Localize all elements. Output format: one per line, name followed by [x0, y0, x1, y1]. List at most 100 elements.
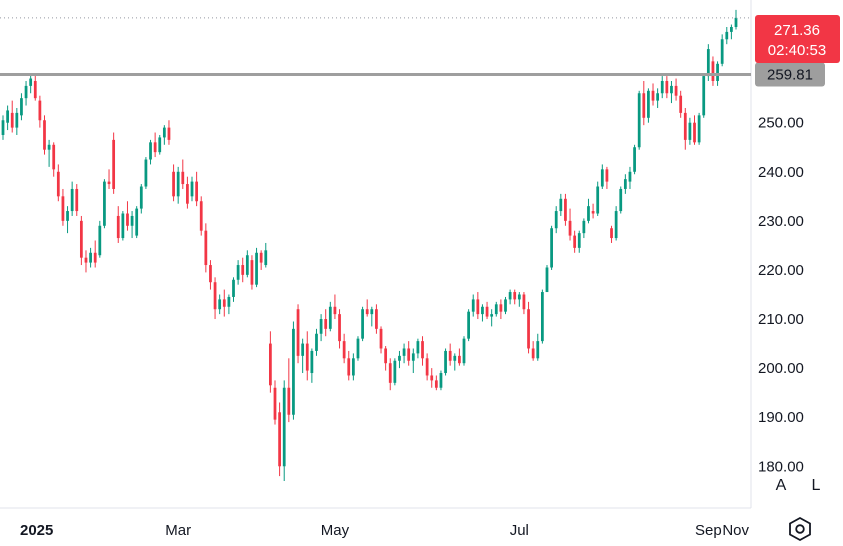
candle: [47, 139, 51, 167]
candle: [351, 353, 355, 381]
candle: [61, 188, 65, 226]
candle: [139, 184, 143, 214]
candle-body: [186, 184, 189, 204]
candle: [554, 206, 558, 234]
candle-body: [93, 252, 97, 263]
candle: [241, 257, 245, 283]
candle-body: [573, 235, 577, 248]
candle-body: [582, 220, 586, 234]
candle: [181, 159, 185, 189]
candle-body: [315, 333, 318, 351]
candle: [513, 289, 517, 305]
last-price-value: 271.36: [774, 22, 820, 39]
candle: [255, 247, 258, 288]
candle-body: [379, 328, 383, 349]
candle: [485, 301, 489, 320]
candle-body: [259, 252, 263, 263]
candle: [361, 306, 364, 342]
candle-body: [683, 112, 687, 140]
candle-body: [287, 387, 291, 415]
candle: [623, 174, 627, 194]
candle-body: [61, 196, 65, 221]
candle: [15, 107, 19, 135]
y-tick-label: 230.00: [758, 213, 804, 230]
candle: [190, 176, 194, 202]
candle: [66, 206, 69, 234]
log-scale-button[interactable]: L: [802, 472, 830, 500]
candle-body: [531, 348, 535, 359]
candle-body: [333, 306, 337, 315]
candle: [328, 301, 332, 332]
candle: [462, 336, 466, 366]
candle: [43, 115, 46, 155]
candle: [227, 294, 231, 315]
x-tick-label: May: [321, 522, 350, 539]
candle-body: [47, 144, 51, 150]
candle-body: [1, 120, 5, 135]
candle-body: [508, 292, 512, 300]
candle: [135, 206, 139, 239]
candle: [287, 358, 291, 423]
candle-body: [453, 355, 457, 361]
candle: [20, 93, 23, 121]
y-tick-label: 250.00: [758, 115, 804, 132]
candle: [670, 80, 673, 104]
candle: [688, 117, 692, 145]
y-tick-label: 190.00: [758, 409, 804, 426]
candle: [356, 336, 360, 361]
candle: [614, 206, 618, 241]
candle-body: [75, 188, 79, 212]
candle: [33, 73, 37, 101]
candle: [149, 139, 152, 165]
candle-body: [536, 341, 540, 359]
candle: [103, 179, 106, 229]
candle-body: [637, 93, 641, 148]
candle: [564, 193, 567, 226]
candle-body: [84, 257, 88, 263]
candle-body: [490, 314, 494, 317]
time-axis[interactable]: 2025 Mar May Jul Sep Nov: [20, 522, 749, 539]
candle-body: [149, 142, 152, 160]
candle: [730, 24, 733, 40]
candle-body: [522, 294, 526, 310]
candle: [434, 375, 438, 391]
candle-body: [384, 348, 388, 364]
candle: [245, 250, 249, 278]
candle: [550, 225, 553, 270]
auto-scale-button[interactable]: A: [767, 472, 795, 500]
candles-layer: [1, 9, 738, 482]
settings-gear-icon[interactable]: [785, 515, 815, 543]
candle-body: [448, 350, 452, 361]
candle: [619, 186, 623, 214]
candle: [338, 309, 341, 349]
candle-body: [670, 85, 673, 94]
candle: [453, 353, 457, 371]
candle: [176, 166, 180, 204]
candle-body: [734, 17, 738, 27]
candle: [319, 314, 323, 342]
candle-body: [112, 139, 116, 189]
candle-body: [554, 211, 558, 229]
candle-body: [693, 122, 696, 143]
candle: [167, 120, 171, 145]
candle: [444, 348, 447, 376]
candle: [296, 304, 300, 364]
candle-body: [190, 181, 194, 197]
candle-body: [204, 230, 208, 266]
x-tick-label: Jul: [510, 522, 529, 539]
candle-body: [52, 144, 56, 170]
candle: [476, 292, 480, 320]
candle: [439, 370, 443, 391]
candle-body: [665, 80, 669, 94]
candle: [471, 294, 475, 317]
candle-body: [213, 282, 217, 310]
candle-body: [688, 122, 692, 140]
candle: [504, 296, 507, 315]
candle-body: [130, 215, 134, 226]
candle-body: [375, 309, 378, 329]
candle-body: [328, 306, 332, 329]
candle: [375, 304, 378, 334]
price-axis[interactable]: 180.00 190.00 200.00 210.00 220.00 230.00 240.…: [758, 115, 804, 476]
candle-body: [485, 306, 489, 317]
